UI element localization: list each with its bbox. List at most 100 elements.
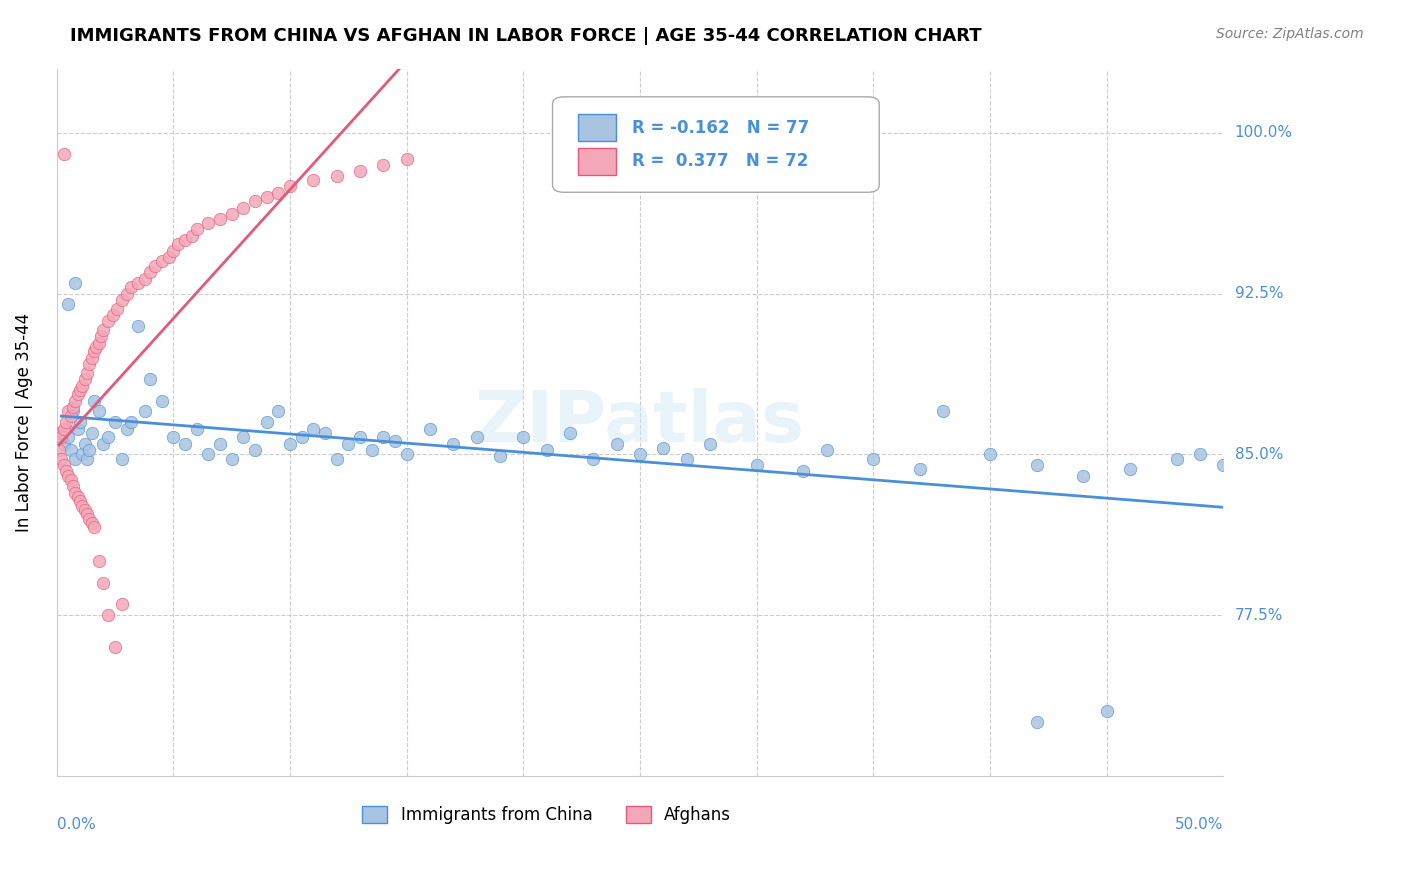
Point xyxy=(55,421,77,435)
Point xyxy=(512,430,534,444)
Point xyxy=(76,508,98,522)
Point xyxy=(162,430,184,444)
Point xyxy=(91,575,114,590)
Point xyxy=(181,228,204,243)
Text: 0.0%: 0.0% xyxy=(56,817,96,832)
Point xyxy=(745,458,768,472)
Point xyxy=(111,451,134,466)
Point xyxy=(150,254,173,268)
Point xyxy=(127,276,149,290)
Point xyxy=(80,351,103,365)
Point xyxy=(278,436,301,450)
Point xyxy=(48,425,70,440)
Point xyxy=(59,473,82,487)
Text: ZIPatlas: ZIPatlas xyxy=(475,388,806,457)
Point xyxy=(221,207,243,221)
Point xyxy=(65,486,87,500)
Point xyxy=(465,430,488,444)
Point xyxy=(72,378,94,392)
Point xyxy=(243,194,266,209)
Point xyxy=(267,186,290,200)
Point xyxy=(66,387,89,401)
Text: 92.5%: 92.5% xyxy=(1234,286,1284,301)
Point xyxy=(606,436,628,450)
Point xyxy=(83,393,105,408)
Point xyxy=(48,442,70,457)
Point xyxy=(59,442,82,457)
Point xyxy=(325,451,347,466)
Text: 77.5%: 77.5% xyxy=(1234,607,1282,623)
Point xyxy=(79,511,101,525)
Point xyxy=(52,421,75,435)
Point xyxy=(582,451,605,466)
Point xyxy=(83,344,105,359)
Point xyxy=(97,430,120,444)
Text: R =  0.377   N = 72: R = 0.377 N = 72 xyxy=(631,153,808,170)
Point xyxy=(628,447,651,461)
Point xyxy=(278,179,301,194)
Point xyxy=(115,421,138,435)
Point xyxy=(69,494,91,508)
Point xyxy=(792,464,814,478)
Point xyxy=(73,372,96,386)
Point xyxy=(52,147,75,161)
Point xyxy=(62,404,84,418)
Point xyxy=(120,280,142,294)
Point xyxy=(51,430,73,444)
Point xyxy=(52,458,75,472)
Point xyxy=(134,404,156,418)
FancyBboxPatch shape xyxy=(553,97,879,193)
Point xyxy=(302,421,325,435)
Point xyxy=(139,372,162,386)
Point xyxy=(101,308,124,322)
Point xyxy=(979,447,1001,461)
Point xyxy=(51,451,73,466)
Point xyxy=(174,233,197,247)
Point xyxy=(58,468,80,483)
Point xyxy=(104,415,127,429)
Point xyxy=(55,464,77,478)
Point xyxy=(58,297,80,311)
Point xyxy=(62,400,84,414)
Point xyxy=(699,436,721,450)
Point xyxy=(52,436,75,450)
Point xyxy=(208,211,231,226)
Point xyxy=(51,425,73,440)
Point xyxy=(932,404,955,418)
Point xyxy=(174,436,197,450)
Point xyxy=(675,451,697,466)
Point xyxy=(80,425,103,440)
Point xyxy=(337,436,360,450)
Point xyxy=(314,425,336,440)
Point xyxy=(862,451,884,466)
Point xyxy=(127,318,149,333)
Point xyxy=(65,276,87,290)
Point xyxy=(62,479,84,493)
Point xyxy=(58,430,80,444)
Point xyxy=(243,442,266,457)
Point xyxy=(1073,468,1095,483)
Point xyxy=(87,554,110,568)
Point xyxy=(908,462,931,476)
Text: 85.0%: 85.0% xyxy=(1234,447,1282,462)
Point xyxy=(97,607,120,622)
Point xyxy=(256,415,278,429)
Point xyxy=(139,265,162,279)
Point xyxy=(197,447,219,461)
Point xyxy=(815,442,838,457)
Point xyxy=(65,393,87,408)
Point xyxy=(66,421,89,435)
Point xyxy=(79,442,101,457)
Point xyxy=(143,259,166,273)
Point xyxy=(90,329,112,343)
Point xyxy=(1166,451,1188,466)
Point xyxy=(91,436,114,450)
Point xyxy=(66,490,89,504)
Point xyxy=(267,404,290,418)
Point xyxy=(325,169,347,183)
Text: IMMIGRANTS FROM CHINA VS AFGHAN IN LABOR FORCE | AGE 35-44 CORRELATION CHART: IMMIGRANTS FROM CHINA VS AFGHAN IN LABOR… xyxy=(70,27,981,45)
Point xyxy=(384,434,406,449)
Point xyxy=(72,499,94,513)
Point xyxy=(59,409,82,423)
Point xyxy=(73,503,96,517)
